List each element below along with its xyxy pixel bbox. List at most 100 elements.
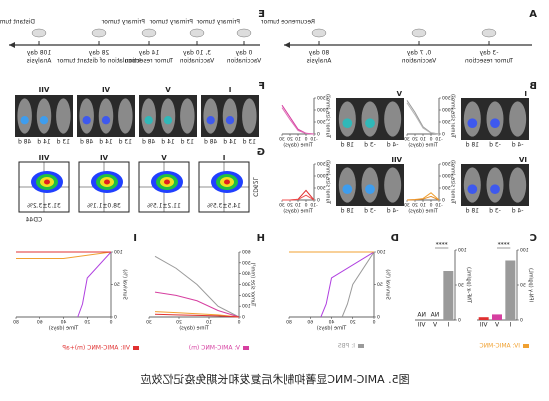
bar (443, 271, 454, 320)
series-line (16, 251, 112, 259)
x-tick-label: 30 (146, 320, 152, 326)
x-tick-label: 20 (287, 137, 293, 143)
mouse-icon (481, 28, 497, 38)
y-tick-label: 0 (442, 198, 445, 204)
y-tick-label: 0 (317, 132, 320, 138)
bar (505, 260, 516, 320)
day-label: -3 d (364, 208, 376, 215)
group-label: V (161, 154, 167, 162)
mouse (56, 98, 71, 134)
x-tick-label: 30 (279, 203, 285, 209)
x-tick-label: 60 (37, 320, 43, 326)
day-label: 18 d (340, 142, 354, 149)
series-line (281, 107, 315, 135)
day-label: -3 d (489, 142, 501, 149)
y-tick-label: 0 (377, 315, 380, 321)
x-tick-label: 0 (429, 203, 432, 209)
signal (467, 184, 478, 195)
event-day: 80 day (308, 50, 329, 57)
x-axis-label: CD44 (26, 217, 43, 224)
mouse (509, 167, 527, 203)
x-tick-label: -10 (310, 203, 317, 209)
day-label: 13 d (118, 139, 132, 146)
y-tick-label: 500 (317, 120, 326, 126)
group-label: V (165, 86, 171, 94)
series-line (154, 255, 240, 318)
day-label: -3 d (364, 142, 376, 149)
y-tick-label: 50 (458, 283, 464, 289)
legend-swatch (523, 344, 529, 348)
event-day: 28 day (88, 50, 109, 57)
y-axis-label: Tumor size (mm³) (450, 160, 456, 205)
x-tick-label: 80 (13, 320, 19, 326)
x-axis-label: Time (days) (283, 209, 314, 215)
arrow-head (284, 42, 290, 48)
group-label: V (396, 90, 402, 98)
percentage: 14.5±3.5% (207, 203, 241, 210)
density-contour (224, 179, 230, 185)
x-tick-label: 20 (84, 320, 90, 326)
group-label: VII (39, 154, 50, 162)
axes (407, 98, 440, 135)
day-label: 14 d (223, 139, 237, 146)
mouse (203, 98, 218, 134)
signal (82, 116, 91, 125)
series-line (282, 189, 315, 201)
group-label: VII (391, 156, 402, 164)
y-axis-label: Tumor size (mm³) (250, 262, 256, 307)
y-axis-label: Tumor size (mm³) (325, 160, 331, 205)
event-desc: Vaccination (402, 58, 437, 65)
y-axis-label: TNF-α (pg/mL) (466, 267, 472, 304)
y-tick-label: 1500 (317, 162, 329, 168)
y-tick-label: 1000 (317, 174, 329, 180)
event-desc: Analysis (27, 58, 52, 65)
y-tick-label: 0 (458, 318, 461, 324)
event-desc: Vaccination (227, 58, 262, 65)
day-label: -4 d (512, 142, 524, 149)
x-tick-label: 10 (420, 203, 426, 209)
significance: **** (436, 242, 448, 249)
panel-label: C (530, 233, 537, 244)
x-tick-label: 20 (412, 137, 418, 143)
mouse-icon (411, 28, 427, 38)
x-tick-label: 40 (61, 320, 67, 326)
x-tick-label: 0 (372, 320, 375, 326)
day-label: 48 d (204, 139, 218, 146)
legend-label: I: PBS (338, 343, 355, 350)
density-contour (164, 179, 170, 185)
signal (206, 116, 215, 125)
panel-label: H (257, 233, 265, 244)
signal (101, 116, 111, 125)
y-tick-label: 400 (242, 271, 251, 277)
x-tick-label: 20 (350, 320, 356, 326)
series-line (154, 311, 240, 318)
y-axis-label: IFN-γ (pg/mL) (528, 268, 534, 302)
mouse (509, 101, 527, 137)
percentage: 31.3±3.2% (27, 203, 61, 210)
x-tick-label: 0 (304, 203, 307, 209)
series-line (406, 102, 440, 135)
y-tick-label: 0 (242, 315, 245, 321)
x-tick-label: 10 (295, 137, 301, 143)
series-line (320, 251, 375, 318)
x-axis-label: Time (days) (179, 326, 210, 332)
x-tick-label: 30 (404, 203, 410, 209)
y-tick-label: 1000 (317, 108, 329, 114)
event-day: -3 day (479, 50, 498, 57)
axes (149, 252, 240, 318)
mouse (98, 98, 114, 134)
event-desc: Vaccination (180, 58, 215, 65)
event-day: 0 day (235, 50, 252, 57)
mouse-icon (311, 28, 327, 38)
mouse-icon (236, 28, 252, 38)
signal (490, 118, 500, 129)
note: Primary tumor (101, 19, 145, 26)
group-label: I (524, 90, 527, 98)
mouse (118, 98, 133, 134)
day-label: -4 d (387, 142, 399, 149)
x-tick-label: I (509, 322, 511, 329)
panel-label: B (529, 81, 537, 92)
panel-label: A (529, 9, 537, 20)
day-label: -3 d (489, 208, 501, 215)
x-tick-label: -10 (310, 137, 317, 143)
